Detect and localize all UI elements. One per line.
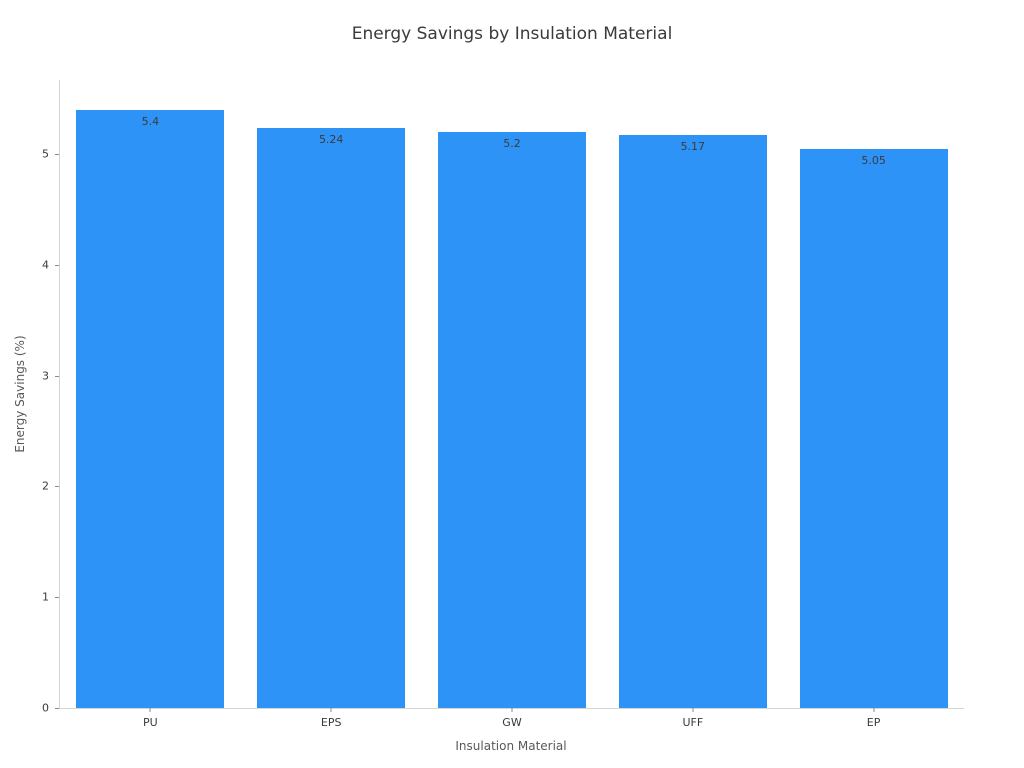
bar-eps: 5.24	[257, 127, 406, 708]
x-tick-mark	[511, 708, 513, 712]
chart-title: Energy Savings by Insulation Material	[351, 24, 673, 44]
y-tick-mark	[55, 597, 59, 599]
x-tick-mark	[692, 708, 694, 712]
bar-value-label: 5.4	[141, 114, 160, 128]
bar-value-label: 5.24	[318, 132, 344, 146]
bar-uff: 5.17	[618, 135, 767, 708]
y-tick-label: 2	[42, 479, 49, 493]
x-tick-mark	[149, 708, 151, 712]
x-axis-label: Insulation Material	[455, 739, 567, 753]
y-tick-label: 4	[42, 258, 49, 272]
y-tick-mark	[55, 486, 59, 488]
y-tick-mark	[55, 708, 59, 709]
bar-pu: 5.4	[76, 109, 225, 708]
x-tick-label: GW	[502, 716, 522, 729]
y-tick-label: 1	[42, 590, 49, 604]
x-tick-label: EP	[866, 716, 881, 729]
bar-gw: 5.2	[438, 132, 586, 708]
x-tick-label: UFF	[682, 716, 704, 729]
y-tick-mark	[55, 154, 59, 156]
plot-area: 5.4 PU 5.24 EPS 5.2 GW 5.17 UFF 5.05 EP 0 1 2 3 4 5	[42, 80, 964, 728]
y-tick-label: 0	[42, 701, 49, 715]
bar-ep: 5.05	[799, 148, 948, 708]
y-tick-label: 5	[42, 147, 49, 161]
bar-value-label: 5.17	[680, 140, 706, 154]
bar-value-label: 5.2	[503, 137, 521, 151]
x-tick-mark	[330, 708, 332, 712]
x-tick-label: PU	[143, 716, 158, 729]
x-tick-label: EPS	[320, 716, 342, 729]
bar-value-label: 5.05	[861, 153, 886, 167]
y-tick-mark	[55, 375, 59, 377]
y-axis-label: Energy Savings (%)	[13, 335, 27, 453]
x-tick-mark	[873, 708, 875, 712]
y-tick-mark	[55, 264, 59, 266]
y-tick-label: 3	[42, 369, 49, 383]
